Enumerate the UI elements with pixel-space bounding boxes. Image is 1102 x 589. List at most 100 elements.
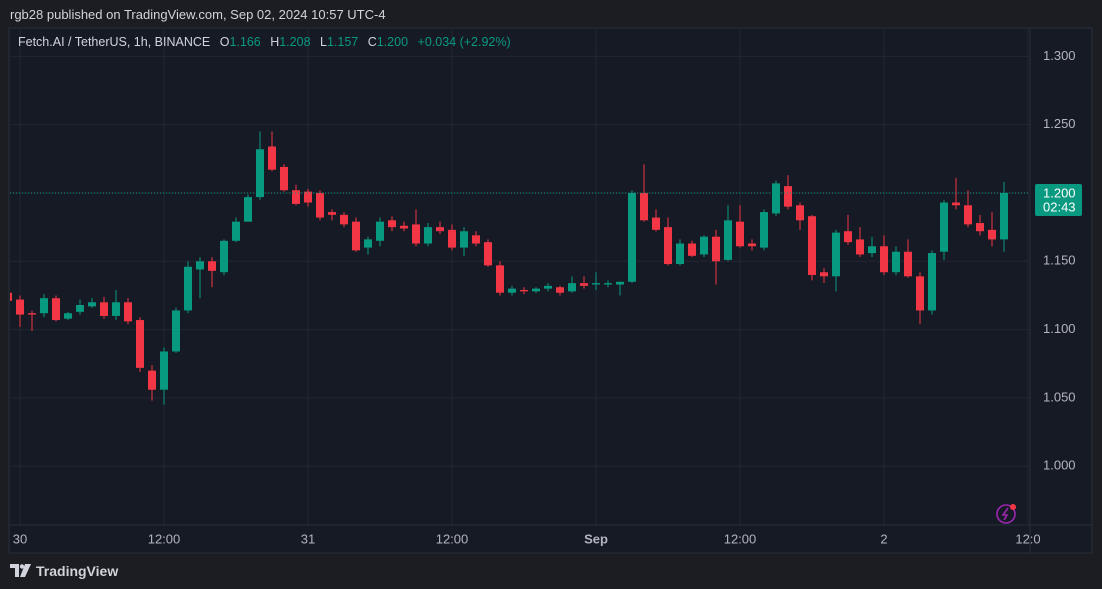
candle-body	[124, 302, 132, 322]
candle-body	[172, 310, 180, 352]
candle-body	[160, 351, 168, 390]
y-tick-label: 1.100	[1043, 321, 1076, 336]
candle-body	[796, 205, 804, 221]
candle-body	[484, 242, 492, 266]
candle-body	[988, 229, 996, 240]
candle-body	[280, 167, 288, 191]
candle-body	[364, 239, 372, 248]
x-tick-label: Sep	[584, 531, 608, 546]
candle-body	[844, 231, 852, 243]
candle-body	[688, 243, 696, 256]
candle-body	[184, 266, 192, 311]
candle-body	[880, 246, 888, 273]
y-tick-label: 1.150	[1043, 253, 1076, 268]
h-value: 1.208	[279, 35, 311, 49]
countdown: 02:43	[1043, 199, 1076, 214]
candle-body	[520, 289, 528, 292]
candle-body	[640, 192, 648, 221]
o-value: 1.166	[229, 35, 261, 49]
candle-body	[352, 221, 360, 251]
candle-body	[532, 288, 540, 292]
candle-body	[556, 287, 564, 293]
l-label: L	[320, 35, 327, 49]
x-tick-label: 12:00	[724, 531, 757, 546]
candle-body	[136, 320, 144, 368]
candle-body	[196, 261, 204, 270]
x-tick-label: 2	[880, 531, 887, 546]
candle-body	[760, 212, 768, 248]
candle-body	[616, 281, 624, 285]
last-price-box	[1035, 183, 1082, 216]
candle-body	[112, 302, 120, 316]
candle-body	[568, 283, 576, 292]
candle-body	[544, 285, 552, 289]
l-value: 1.157	[326, 35, 359, 49]
x-tick-label: 31	[301, 531, 315, 546]
h-label: H	[270, 35, 280, 49]
candle-body	[448, 229, 456, 248]
candle-body	[592, 283, 600, 285]
candle-body	[64, 313, 72, 319]
candle-body	[88, 302, 96, 307]
candle-body	[652, 217, 660, 230]
candle-body	[820, 272, 828, 277]
x-tick-label: 12:00	[436, 531, 469, 546]
candle-body	[148, 370, 156, 390]
candle-body	[208, 261, 216, 271]
candle-body	[664, 227, 672, 265]
x-tick-label: 12:00	[148, 531, 181, 546]
x-tick-label: 30	[13, 531, 27, 546]
candle-body	[316, 192, 324, 218]
footer: TradingView	[10, 563, 118, 579]
candle-body	[52, 298, 60, 321]
candle-body	[376, 221, 384, 241]
candle-body	[892, 251, 900, 273]
candle-body	[868, 246, 876, 254]
candle-body	[604, 283, 612, 285]
y-tick-label: 1.000	[1043, 458, 1076, 473]
candle-body	[748, 243, 756, 247]
candle-body	[1000, 192, 1008, 240]
candle-body	[28, 313, 36, 315]
candle-body	[952, 202, 960, 206]
y-tick-label: 1.050	[1043, 389, 1076, 404]
logo	[10, 564, 31, 577]
candle-body	[700, 236, 708, 255]
candle-body	[10, 292, 12, 301]
candle-body	[508, 288, 516, 293]
candle-body	[76, 305, 84, 312]
candle-body	[496, 265, 504, 293]
candle-body	[580, 283, 588, 286]
candle-body	[304, 191, 312, 203]
candle-body	[808, 216, 816, 275]
candle-body	[976, 223, 984, 232]
candle-body	[232, 221, 240, 241]
alert-icon[interactable]	[996, 504, 1016, 524]
candle-body	[676, 243, 684, 265]
candle-body	[628, 192, 636, 282]
candle-body	[784, 186, 792, 207]
candle-body	[940, 202, 948, 252]
x-tick-label: 12:0	[1015, 531, 1040, 546]
candle-body	[856, 239, 864, 255]
candle-body	[772, 183, 780, 214]
candle-body	[724, 220, 732, 260]
legend: Fetch.AI / TetherUS, 1h, BINANCE O1.166 …	[18, 35, 511, 49]
candle-body	[472, 235, 480, 244]
change: +0.034 (+2.92%)	[417, 35, 511, 49]
candle-body	[412, 224, 420, 244]
candle-body	[16, 299, 24, 315]
publisher: rgb28 published on TradingView.com, Sep …	[10, 7, 386, 22]
candle-body	[328, 212, 336, 215]
c-value: 1.200	[376, 35, 409, 49]
candle-body	[424, 227, 432, 244]
candle-body	[400, 225, 408, 229]
candle-body	[100, 302, 108, 316]
candle-body	[736, 221, 744, 247]
y-tick-label: 1.250	[1043, 116, 1076, 131]
candle-body	[928, 253, 936, 311]
candle-body	[916, 276, 924, 311]
symbol: Fetch.AI / TetherUS, 1h, BINANCE	[18, 35, 211, 49]
candle-body	[292, 190, 300, 204]
candle-body	[340, 214, 348, 225]
